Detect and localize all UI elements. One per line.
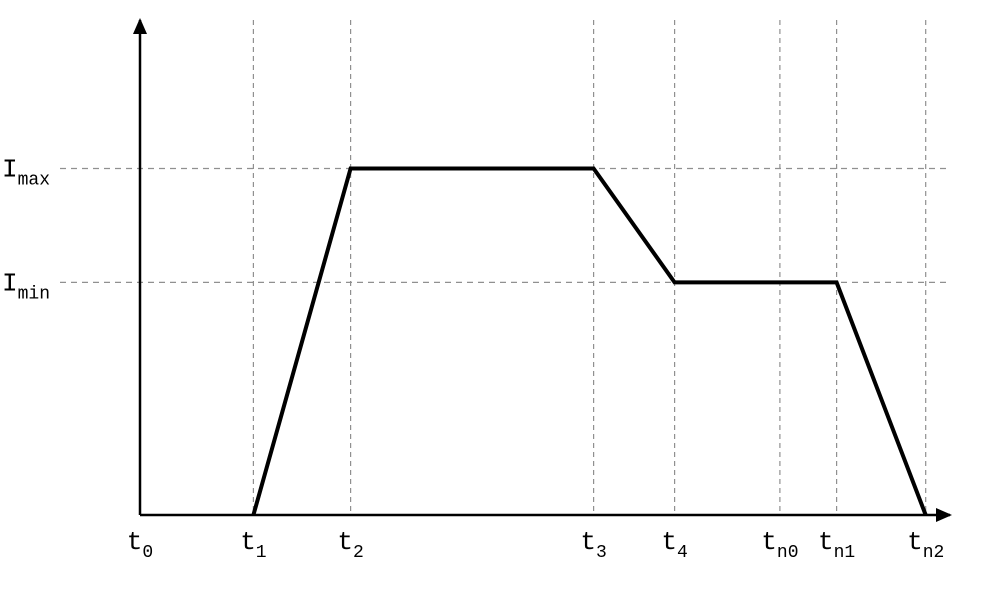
x-label-t3: t3 bbox=[580, 527, 606, 563]
x-label-tn1: tn1 bbox=[818, 527, 855, 563]
y-axis-arrow bbox=[133, 18, 147, 34]
x-axis-arrow bbox=[936, 508, 952, 522]
x-label-tn2: tn2 bbox=[907, 527, 944, 563]
waveform-chart: Imax Imin t0 t1 t2 t3 t4 tn0 tn1 tn2 bbox=[0, 0, 1000, 596]
x-label-t1: t1 bbox=[240, 527, 266, 563]
x-label-t0: t0 bbox=[127, 527, 153, 563]
x-label-t4: t4 bbox=[661, 527, 687, 563]
y-label-I_min: Imin bbox=[2, 268, 50, 304]
y-label-I_max: Imax bbox=[2, 155, 50, 191]
x-label-tn0: tn0 bbox=[761, 527, 798, 563]
x-label-t2: t2 bbox=[337, 527, 363, 563]
chart-svg: Imax Imin t0 t1 t2 t3 t4 tn0 tn1 tn2 bbox=[0, 0, 1000, 596]
waveform-series bbox=[253, 169, 925, 516]
